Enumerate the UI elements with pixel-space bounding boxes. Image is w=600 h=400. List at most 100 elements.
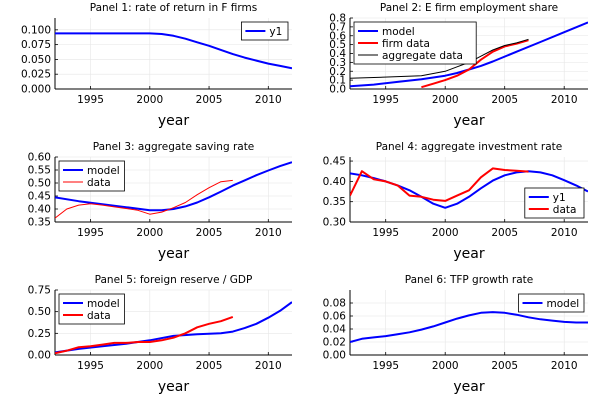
x-tick-label: 2010: [255, 227, 282, 239]
x-tick-label: 2010: [255, 360, 282, 372]
legend-box: [58, 160, 125, 192]
y-tick-label: 0.7: [329, 21, 346, 33]
x-tick-label: 2010: [551, 94, 578, 106]
x-axis-label: year: [158, 113, 189, 129]
legend-label: model: [87, 298, 120, 310]
y-tick-label: 0.050: [21, 54, 51, 66]
x-tick-label: 2000: [136, 227, 163, 239]
legend-label: y1: [553, 192, 566, 204]
y-tick-label: 0.04: [323, 324, 347, 336]
legend-box: [524, 187, 585, 219]
panel-title: Panel 6: TFP growth rate: [405, 274, 534, 286]
x-tick-label: 2000: [136, 360, 163, 372]
x-tick-label: 2010: [551, 360, 578, 372]
series-line-data: [350, 167, 529, 202]
legend-label: data: [87, 310, 111, 322]
y-tick-label: 0.5: [329, 39, 346, 51]
panel-4: 1995 2000 2005 2010 0.30 0.35 0.40 0.45 Panel 4:…: [323, 141, 588, 262]
x-tick-label: 2000: [432, 360, 459, 372]
y-tick-label: 0.00: [28, 350, 51, 362]
x-axis-label: year: [158, 246, 189, 262]
x-tick-label: 2010: [255, 94, 282, 106]
x-tick-label: 2005: [196, 360, 223, 372]
y-tick-label: 0.35: [28, 217, 51, 229]
y-tick-label: 0.0: [329, 84, 346, 96]
y-tick-label: 0.60: [28, 152, 51, 164]
x-tick-label: 2005: [491, 360, 518, 372]
x-tick-label: 1995: [372, 227, 399, 239]
panel-title: Panel 5: foreign reserve / GDP: [95, 274, 253, 286]
legend-label: aggregate data: [382, 50, 463, 62]
x-tick-label: 2010: [551, 227, 578, 239]
series-line-model: [350, 311, 588, 343]
y-tick-label: 0.8: [329, 13, 346, 25]
x-tick-label: 2005: [491, 94, 518, 106]
series-line-data: [55, 179, 233, 219]
legend-label: firm data: [382, 38, 430, 50]
x-axis-label: year: [158, 379, 189, 395]
y-tick-label: 0.40: [323, 176, 346, 188]
y-tick-label: 0.50: [28, 306, 51, 318]
y-tick-label: 0.1: [329, 75, 346, 87]
panel-title: Panel 3: aggregate saving rate: [93, 141, 255, 153]
x-tick-label: 2005: [491, 227, 518, 239]
legend-label: model: [87, 165, 120, 177]
panel-title: Panel 4: aggregate investment rate: [376, 141, 563, 153]
legend-label: model: [547, 298, 580, 310]
y-tick-label: 0.55: [28, 165, 51, 177]
x-tick-label: 1995: [77, 360, 104, 372]
series-line-y1: [55, 32, 292, 70]
y-tick-label: 0.08: [323, 298, 346, 310]
panel-3: 1995 2000 2005 2010 0.350.400.450.500.550.60…: [28, 141, 292, 262]
x-tick-label: 2000: [136, 94, 163, 106]
series-line-model: [55, 301, 292, 354]
panel-5: 1995 2000 2005 2010 0.00 0.25 0.50 0.75 Panel 5:…: [28, 274, 292, 395]
x-tick-label: 2000: [432, 94, 459, 106]
y-tick-label: 0.06: [323, 311, 347, 323]
x-axis-label: year: [453, 379, 484, 395]
x-tick-label: 2000: [432, 227, 459, 239]
panel-6: 1995 2000 2005 2010 0.000.020.040.060.08 Pane…: [323, 274, 588, 395]
y-tick-label: 0.025: [21, 69, 51, 81]
series-line-data: [55, 315, 234, 355]
y-tick-label: 0.75: [28, 285, 51, 297]
legend-label: data: [87, 177, 111, 189]
legend: model: [518, 293, 585, 313]
x-tick-label: 1995: [372, 94, 399, 106]
x-tick-label: 2005: [196, 94, 223, 106]
series-line-aggregate-data: [350, 38, 529, 79]
y-tick-label: 0.3: [329, 57, 346, 69]
legend-label: model: [382, 26, 415, 38]
x-tick-label: 1995: [77, 227, 104, 239]
y-tick-label: 0.4: [329, 48, 346, 60]
y-tick-label: 0.40: [28, 204, 51, 216]
y-tick-label: 0.100: [21, 24, 51, 36]
y-tick-label: 0.00: [323, 350, 346, 362]
panel-title: Panel 2: E firm employment share: [380, 2, 558, 14]
series-line-firm-data: [421, 39, 529, 89]
y-tick-label: 0.000: [21, 84, 51, 96]
y-tick-label: 0.02: [323, 337, 346, 349]
x-tick-label: 1995: [372, 360, 399, 372]
legend-box: [58, 293, 125, 325]
series-line-model: [55, 161, 292, 212]
y-tick-label: 0.50: [28, 178, 51, 190]
x-tick-label: 1995: [77, 94, 104, 106]
legend-box: [518, 293, 585, 313]
y-tick-label: 0.25: [28, 328, 51, 340]
panel-1: 1995 2000 2005 2010 0.000 0.025 0.050 0.075 0.10…: [21, 2, 292, 129]
x-axis-label: year: [453, 246, 484, 262]
y-tick-label: 0.45: [28, 191, 51, 203]
y-tick-label: 0.45: [323, 156, 346, 168]
legend: y1: [240, 21, 289, 41]
y-tick-label: 0.6: [329, 30, 346, 42]
y-tick-label: 0.30: [323, 217, 346, 229]
y-tick-label: 0.2: [329, 66, 346, 78]
x-tick-label: 2005: [196, 227, 223, 239]
legend-label: y1: [269, 26, 282, 38]
